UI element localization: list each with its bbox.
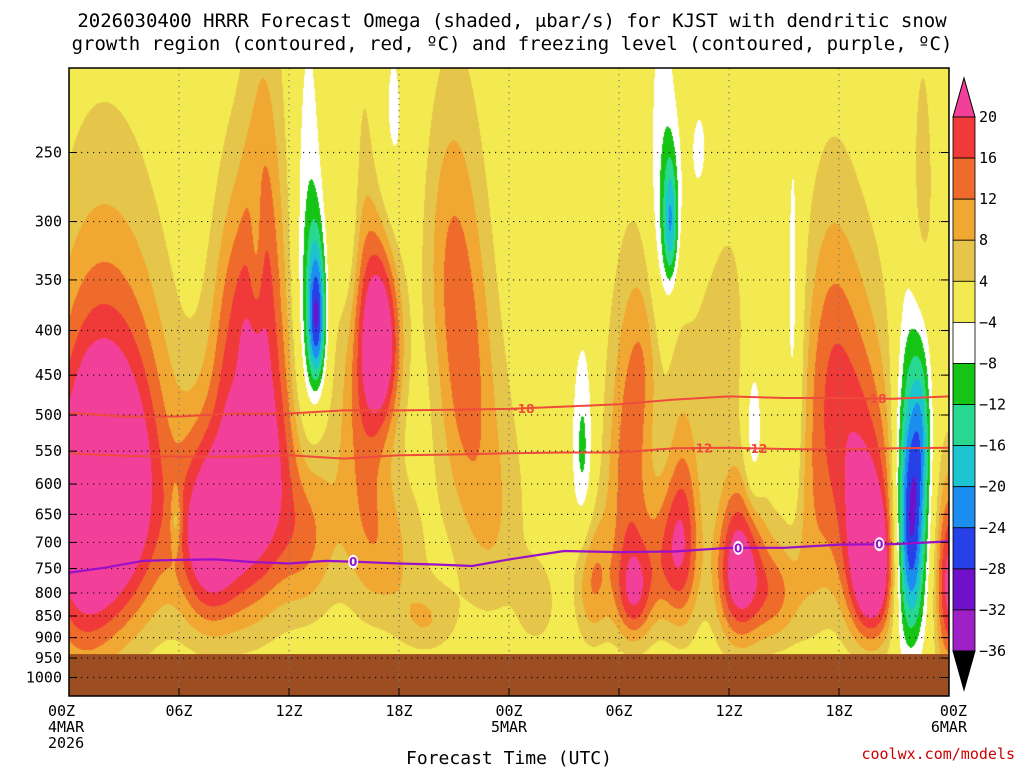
dgz-contour-line [69, 446, 949, 460]
contours: -18 -18 -12 -12 0 0 0 [69, 392, 949, 574]
colorbar-swatch [952, 609, 976, 652]
y-tick-label: 450 [35, 366, 62, 384]
x-tick-label: 00Z [48, 702, 75, 720]
y-tick-label: 1000 [26, 669, 62, 687]
colorbar-swatch [952, 321, 976, 364]
colorbar-swatch [952, 527, 976, 570]
dgz-contour-label: -12 [691, 441, 713, 455]
x-tick-label: 06Z [605, 702, 632, 720]
x-tick-label: 06Z [165, 702, 192, 720]
colorbar-label: 8 [979, 231, 988, 249]
y-tick-label: 850 [35, 607, 62, 625]
y-tick-label: 800 [35, 584, 62, 602]
y-tick-label: 350 [35, 271, 62, 289]
colorbar-label: −12 [979, 396, 1006, 414]
freezing-label-bg [733, 540, 744, 555]
y-tick-label: 950 [35, 649, 62, 667]
freezing-level-line [69, 540, 949, 574]
x-axis-title: Forecast Time (UTC) [406, 748, 612, 768]
y-tick-label: 900 [35, 629, 62, 647]
y-tick-label: 400 [35, 322, 62, 340]
colorbar-label: −4 [979, 313, 997, 331]
colorbar-bottom-arrow [952, 650, 976, 692]
x-tick-label: 4MAR [48, 718, 85, 736]
y-tick-label: 650 [35, 505, 62, 523]
x-tick-label: 00Z [940, 702, 967, 720]
colorbar-label: −20 [979, 478, 1006, 496]
colorbar: 20 16 12 8 4 −4 −8 −12 −16 −20 −24 −28 −32 −36 [952, 76, 1006, 692]
dgz-contour-line [69, 395, 949, 418]
colorbar-label: 4 [979, 272, 988, 290]
freezing-label-bg [874, 537, 885, 552]
x-tick-label: 00Z [495, 702, 522, 720]
colorbar-label: −16 [979, 437, 1006, 455]
colorbar-label: −32 [979, 601, 1006, 619]
y-tick-label: 700 [35, 533, 62, 551]
colorbar-swatch [952, 116, 976, 159]
x-tick-label: 5MAR [491, 718, 528, 736]
chart-title-line-1: 2026030400 HRRR Forecast Omega (shaded, … [77, 10, 947, 32]
y-tick-label: 550 [35, 442, 62, 460]
colorbar-label: 12 [979, 190, 997, 208]
colorbar-swatch [952, 568, 976, 611]
colorbar-label: 16 [979, 149, 997, 167]
colorbar-swatch [952, 198, 976, 241]
freezing-label-bg [348, 554, 359, 569]
dgz-contour-label: -18 [513, 402, 535, 416]
colorbar-swatch [952, 363, 976, 405]
colorbar-label: 20 [979, 108, 997, 126]
chart-title-line-2: growth region (contoured, red, ºC) and f… [72, 33, 953, 55]
omega-shaded-field [69, 68, 949, 696]
y-tick-label: 300 [35, 213, 62, 231]
y-tick-label: 750 [35, 560, 62, 578]
freezing-label: 0 [875, 538, 883, 552]
y-tick-label: 250 [35, 144, 62, 162]
colorbar-swatch [952, 157, 976, 200]
plot-area: -18 -18 -12 -12 0 0 0 [69, 68, 949, 696]
x-tick-label: 18Z [385, 702, 412, 720]
x-tick-label: 18Z [825, 702, 852, 720]
y-tick-label: 600 [35, 475, 62, 493]
x-tick-label: 6MAR [931, 718, 968, 736]
colorbar-swatch [952, 404, 976, 447]
x-tick-label: 12Z [275, 702, 302, 720]
freezing-label: 0 [349, 555, 357, 569]
colorbar-top-arrow [952, 76, 976, 118]
x-tick-label: 12Z [715, 702, 742, 720]
colorbar-label: −28 [979, 560, 1006, 578]
colorbar-swatch [952, 280, 976, 323]
colorbar-swatch [952, 239, 976, 282]
colorbar-label: −8 [979, 354, 997, 372]
source-credit: coolwx.com/models [861, 745, 1015, 763]
dgz-contour-label: -12 [746, 442, 768, 456]
freezing-label: 0 [734, 541, 742, 555]
dgz-contour-label: -18 [865, 392, 887, 406]
x-tick-label: 2026 [48, 734, 84, 752]
colorbar-label: −36 [979, 642, 1006, 660]
y-tick-label: 500 [35, 406, 62, 424]
colorbar-swatch [952, 486, 976, 529]
colorbar-label: −24 [979, 519, 1006, 537]
colorbar-swatch [952, 445, 976, 488]
y-axis-pressure-ticks: 250 300 350 400 450 500 550 600 650 700 750 800 850 9… [26, 144, 949, 687]
